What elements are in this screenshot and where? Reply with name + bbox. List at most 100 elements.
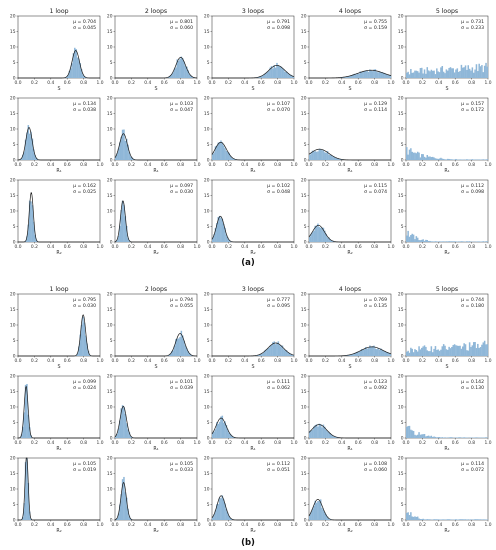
sigma-label: σ = 0.114 (364, 107, 387, 113)
y-tick-label: 5 (13, 338, 16, 344)
histogram-bar (455, 158, 457, 160)
sigma-label: σ = 0.048 (267, 189, 290, 195)
x-tick-label: 0.0 (306, 80, 313, 86)
y-tick-label: 15 (10, 471, 16, 477)
x-tick-label: 0.8 (371, 80, 378, 86)
histogram-bar (470, 346, 472, 356)
histogram-bar (313, 426, 315, 438)
histogram-bar (322, 509, 325, 520)
histogram-bar (22, 426, 24, 438)
histogram-bar (467, 159, 470, 160)
y-tick-label: 15 (398, 307, 404, 313)
histogram-bar (447, 70, 449, 78)
histogram-bar (442, 71, 445, 78)
histogram-bar (117, 235, 120, 242)
histogram-bar (369, 69, 371, 78)
mu-label: μ = 0.157 (461, 101, 484, 107)
histogram-bar (116, 434, 118, 438)
x-tick-label: 0.0 (209, 358, 216, 364)
histogram-bar (328, 237, 330, 242)
histogram-bar (328, 431, 330, 438)
x-tick-label: 0.4 (241, 440, 248, 446)
histogram-bar (190, 354, 192, 356)
y-tick-label: 5 (401, 420, 404, 426)
histogram-bar (281, 68, 284, 78)
histogram-bar (474, 69, 476, 78)
y-tick-label: 5 (110, 224, 113, 230)
histogram-bar (314, 225, 316, 242)
histogram-bar (20, 434, 23, 438)
x-tick-label: 0.0 (403, 80, 410, 86)
x-tick-label: 0.6 (355, 244, 362, 250)
histogram-bar (462, 437, 464, 438)
x-tick-label: 1.0 (97, 358, 104, 364)
x-tick-label: 0.0 (112, 244, 119, 250)
histogram-bar (277, 65, 280, 78)
x-tick-label: 0.8 (468, 440, 475, 446)
histogram-bar (470, 437, 472, 438)
histogram-bar (355, 74, 357, 78)
y-tick-label: 20 (10, 292, 16, 298)
histogram-bar (123, 129, 125, 160)
y-tick-label: 10 (107, 45, 113, 51)
histogram-bar (408, 74, 411, 78)
histogram-bar (478, 241, 480, 242)
histogram-bar (381, 349, 383, 356)
histogram-bar (277, 341, 280, 356)
histogram-bar (213, 234, 215, 242)
histogram-bar (389, 75, 392, 78)
histogram-bar (224, 148, 226, 160)
histogram-bar (227, 237, 229, 242)
x-tick-label: 0.2 (419, 358, 426, 364)
histogram-bar (411, 348, 413, 356)
histogram-bar (225, 424, 228, 438)
y-tick-label: 10 (398, 209, 404, 215)
histogram-bar (214, 146, 217, 160)
histogram-bar (440, 437, 442, 438)
histogram-bar (430, 241, 433, 242)
y-tick-label: 20 (204, 456, 210, 462)
y-tick-label: 15 (301, 307, 307, 313)
histogram-bar (116, 153, 118, 160)
x-tick-label: 0.8 (80, 358, 87, 364)
histogram-bar (426, 435, 429, 438)
x-tick-label: 0.4 (241, 244, 248, 250)
histogram-bar (266, 348, 269, 356)
y-tick-label: 5 (207, 142, 210, 148)
histogram-bar (124, 492, 127, 520)
x-axis-label: S (251, 86, 254, 92)
y-tick-label: 5 (207, 420, 210, 426)
y-tick-label: 0 (207, 76, 210, 82)
histogram-bar (363, 349, 366, 356)
x-tick-label: 0.6 (161, 522, 168, 528)
histogram-bar (408, 149, 411, 160)
histogram-bar (345, 76, 348, 78)
sigma-label: σ = 0.039 (170, 385, 193, 391)
histogram-bar (120, 494, 122, 520)
histogram-bar (358, 351, 360, 356)
gaussian-fit-line (17, 385, 100, 439)
x-axis-label: R₂ (250, 250, 255, 256)
panel-caption: (b) (241, 538, 255, 548)
histogram-bar (418, 346, 420, 356)
histogram-bar (378, 71, 381, 78)
histogram-bar (255, 355, 258, 356)
column-title: 5 loops (436, 286, 458, 293)
histogram-bar (442, 344, 445, 356)
y-tick-label: 0 (110, 518, 113, 524)
histogram-bar (116, 240, 118, 242)
x-axis-label: R₂ (56, 528, 61, 534)
histogram-bar (429, 351, 431, 356)
y-tick-label: 5 (207, 60, 210, 66)
histogram-bar (184, 345, 187, 356)
histogram-bar (425, 519, 427, 520)
histogram-bar (82, 74, 84, 78)
histogram-bar (470, 519, 472, 520)
x-tick-label: 0.6 (258, 80, 265, 86)
y-tick-label: 20 (107, 456, 113, 462)
histogram-bar (214, 228, 217, 242)
histogram-bar (452, 345, 454, 356)
